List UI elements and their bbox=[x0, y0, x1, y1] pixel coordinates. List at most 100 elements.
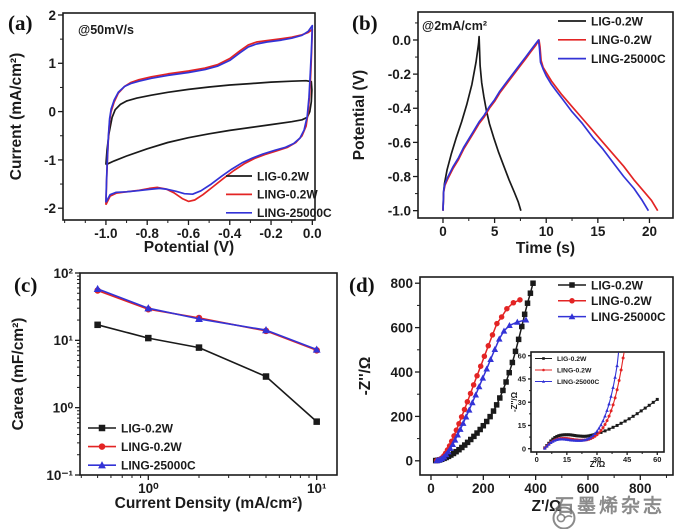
b-x-tick-label: 10 bbox=[539, 224, 554, 239]
panel-d-nyquist-chart: 0 200 400 600 8000200400600800Z'/Ω-Z''/ΩLIG-… bbox=[349, 273, 674, 515]
d-y-tick-label: 0 bbox=[405, 454, 413, 469]
b-y-tick-label: -0.6 bbox=[388, 135, 412, 150]
b-plot-frame bbox=[417, 11, 674, 219]
d-inset-x-tick-label: 60 bbox=[653, 455, 661, 464]
d-inset-legend-label: LING-25000C bbox=[557, 379, 599, 386]
d-markers-LIG-0.2W bbox=[432, 280, 536, 464]
b-y-axis-title: Potential (V) bbox=[351, 70, 368, 160]
a-y-tick-label: 2 bbox=[48, 8, 56, 23]
a-annotation: @50mV/s bbox=[78, 23, 134, 37]
a-series-LING-25000C bbox=[105, 24, 314, 203]
b-legend-label: LING-0.2W bbox=[591, 33, 652, 47]
d-inset-background bbox=[531, 352, 664, 452]
panel-c-capacitance-chart: 10⁰ 10¹ 10⁻¹ 10⁰ 10¹ 10² Current Density (mA/c… bbox=[10, 266, 338, 512]
d-x-tick-label: 200 bbox=[472, 481, 495, 496]
panel-a-cv-chart: -1.0 -0.8 -0.6 -0.4 -0.2 0.0 -2 -1 0 1 2 Potential … bbox=[8, 8, 332, 256]
a-y-tick-label: 1 bbox=[48, 56, 56, 71]
a-y-tick-label: -2 bbox=[44, 201, 56, 216]
a-y-tick-label: 0 bbox=[48, 104, 56, 119]
a-y-axis-title: Current (mA/cm²) bbox=[8, 53, 25, 180]
c-markers-LIG-0.2W bbox=[94, 321, 320, 425]
b-legend: LIG-0.2W LING-0.2W LING-25000C bbox=[558, 14, 666, 66]
c-plot-frame bbox=[79, 272, 338, 476]
c-panel-letter: (c) bbox=[14, 273, 37, 297]
d-inset-markers-LING-25000C bbox=[542, 363, 619, 450]
a-panel-letter: (a) bbox=[8, 11, 33, 35]
d-inset-legend-label: LING-0.2W bbox=[557, 367, 592, 374]
c-legend-label: LING-25000C bbox=[121, 459, 196, 473]
b-series-LING-25000C bbox=[442, 39, 650, 212]
d-y-axis-title: -Z''/Ω bbox=[357, 357, 374, 396]
c-y-tick-label: 10⁰ bbox=[53, 401, 74, 416]
a-x-tick-label: -0.8 bbox=[136, 226, 160, 241]
a-legend-label: LIG-0.2W bbox=[257, 169, 310, 183]
b-legend-label: LIG-0.2W bbox=[591, 14, 644, 28]
d-x-tick-label: 600 bbox=[577, 481, 600, 496]
d-inset-y-tick-label: 45 bbox=[518, 375, 526, 384]
d-inset-x-axis-title: Z'/Ω bbox=[590, 460, 606, 469]
d-markers-LING-0.2W bbox=[433, 297, 523, 464]
a-x-tick-label: -1.0 bbox=[94, 226, 117, 241]
d-plot-frame bbox=[419, 276, 674, 476]
a-x-tick-label: 0.0 bbox=[303, 226, 322, 241]
b-x-axis-title: Time (s) bbox=[516, 240, 575, 257]
d-legend: LIG-0.2W LING-0.2W LING-25000C bbox=[558, 278, 666, 324]
d-inset-y-tick-label: 60 bbox=[518, 351, 526, 360]
b-x-tick-label: 20 bbox=[642, 224, 657, 239]
d-inset-x-tick-label: 45 bbox=[623, 455, 631, 464]
c-y-axis-title: Carea (mF/cm²) bbox=[10, 318, 27, 431]
a-x-axis-title: Potential (V) bbox=[144, 239, 234, 256]
a-y-tick-label: -1 bbox=[44, 153, 56, 168]
d-inset-legend-label: LIG-0.2W bbox=[557, 356, 587, 363]
d-x-axis-title: Z'/Ω bbox=[532, 498, 562, 515]
a-plot-frame bbox=[62, 12, 316, 221]
d-inset-x-tick-label: 15 bbox=[563, 455, 571, 464]
d-inset-y-tick-label: 15 bbox=[518, 421, 526, 430]
c-y-tick-label: 10² bbox=[53, 266, 73, 281]
d-inset-y-tick-label: 0 bbox=[522, 444, 526, 453]
a-series-LIG-0.2W bbox=[105, 79, 313, 166]
panel-d: 0 200 400 600 8000200400600800Z'/Ω-Z''/ΩLIG-… bbox=[349, 273, 674, 515]
a-legend-label: LING-25000C bbox=[257, 206, 332, 220]
b-y-tick-label: -0.4 bbox=[388, 101, 412, 116]
d-inset-x-tick-label: 30 bbox=[593, 455, 601, 464]
b-legend-label: LING-25000C bbox=[591, 52, 666, 66]
d-legend-label: LIG-0.2W bbox=[591, 278, 644, 292]
d-markers-LING-25000C bbox=[433, 316, 530, 464]
c-legend-label: LING-0.2W bbox=[121, 440, 182, 454]
d-y-tick-label: 600 bbox=[390, 320, 413, 335]
b-x-tick-label: 0 bbox=[439, 224, 447, 239]
d-inset-y-axis-title: -Z''/Ω bbox=[510, 391, 519, 412]
a-legend-label: LING-0.2W bbox=[257, 188, 318, 202]
b-series-LING-0.2W bbox=[442, 39, 659, 212]
d-inset-plot-frame bbox=[530, 351, 665, 453]
c-y-tick-label: 10⁻¹ bbox=[46, 468, 73, 483]
d-x-tick-label: 400 bbox=[524, 481, 547, 496]
c-x-tick-label: 10⁰ bbox=[138, 481, 159, 496]
d-inset-markers-LIG-0.2W bbox=[543, 397, 659, 450]
a-x-tick-label: -0.4 bbox=[218, 226, 242, 241]
d-inset-legend: LIG-0.2W LING-0.2W LING-25000C bbox=[535, 356, 599, 386]
c-y-tick-label: 10¹ bbox=[53, 333, 73, 348]
d-y-tick-label: 200 bbox=[390, 409, 413, 424]
c-legend-label: LIG-0.2W bbox=[121, 421, 174, 435]
d-inset-x-tick-label: 0 bbox=[535, 455, 539, 464]
panel-b: 0 5 10 15 20 0.0 -0.2 -0.4 -0.6 -0.8 -1.0 Time (s) P… bbox=[351, 11, 674, 257]
b-x-tick-label: 5 bbox=[491, 224, 499, 239]
d-legend-label: LING-0.2W bbox=[591, 294, 652, 308]
c-x-tick-label: 10¹ bbox=[307, 481, 327, 496]
d-inset-y-tick-label: 30 bbox=[518, 398, 526, 407]
panel-c: 10⁰ 10¹ 10⁻¹ 10⁰ 10¹ 10² Current Density (mA/c… bbox=[10, 266, 338, 512]
d-legend-label: LING-25000C bbox=[591, 310, 666, 324]
b-panel-letter: (b) bbox=[352, 11, 378, 35]
panel-a: -1.0 -0.8 -0.6 -0.4 -0.2 0.0 -2 -1 0 1 2 Potential … bbox=[8, 8, 332, 256]
b-y-tick-label: 0.0 bbox=[392, 33, 411, 48]
d-y-tick-label: 400 bbox=[390, 365, 413, 380]
a-legend: LIG-0.2W LING-0.2W LING-25000C bbox=[226, 169, 332, 220]
panel-d-inset: 0 15 30 45 60 0 15 30 45 60 Z'/Ω -Z''/Ω LIG-0.2W LING… bbox=[510, 351, 665, 469]
b-y-tick-label: -1.0 bbox=[388, 204, 411, 219]
d-series-LIG-0.2W bbox=[435, 283, 534, 462]
d-x-tick-label: 800 bbox=[629, 481, 652, 496]
d-y-tick-label: 800 bbox=[390, 276, 413, 291]
